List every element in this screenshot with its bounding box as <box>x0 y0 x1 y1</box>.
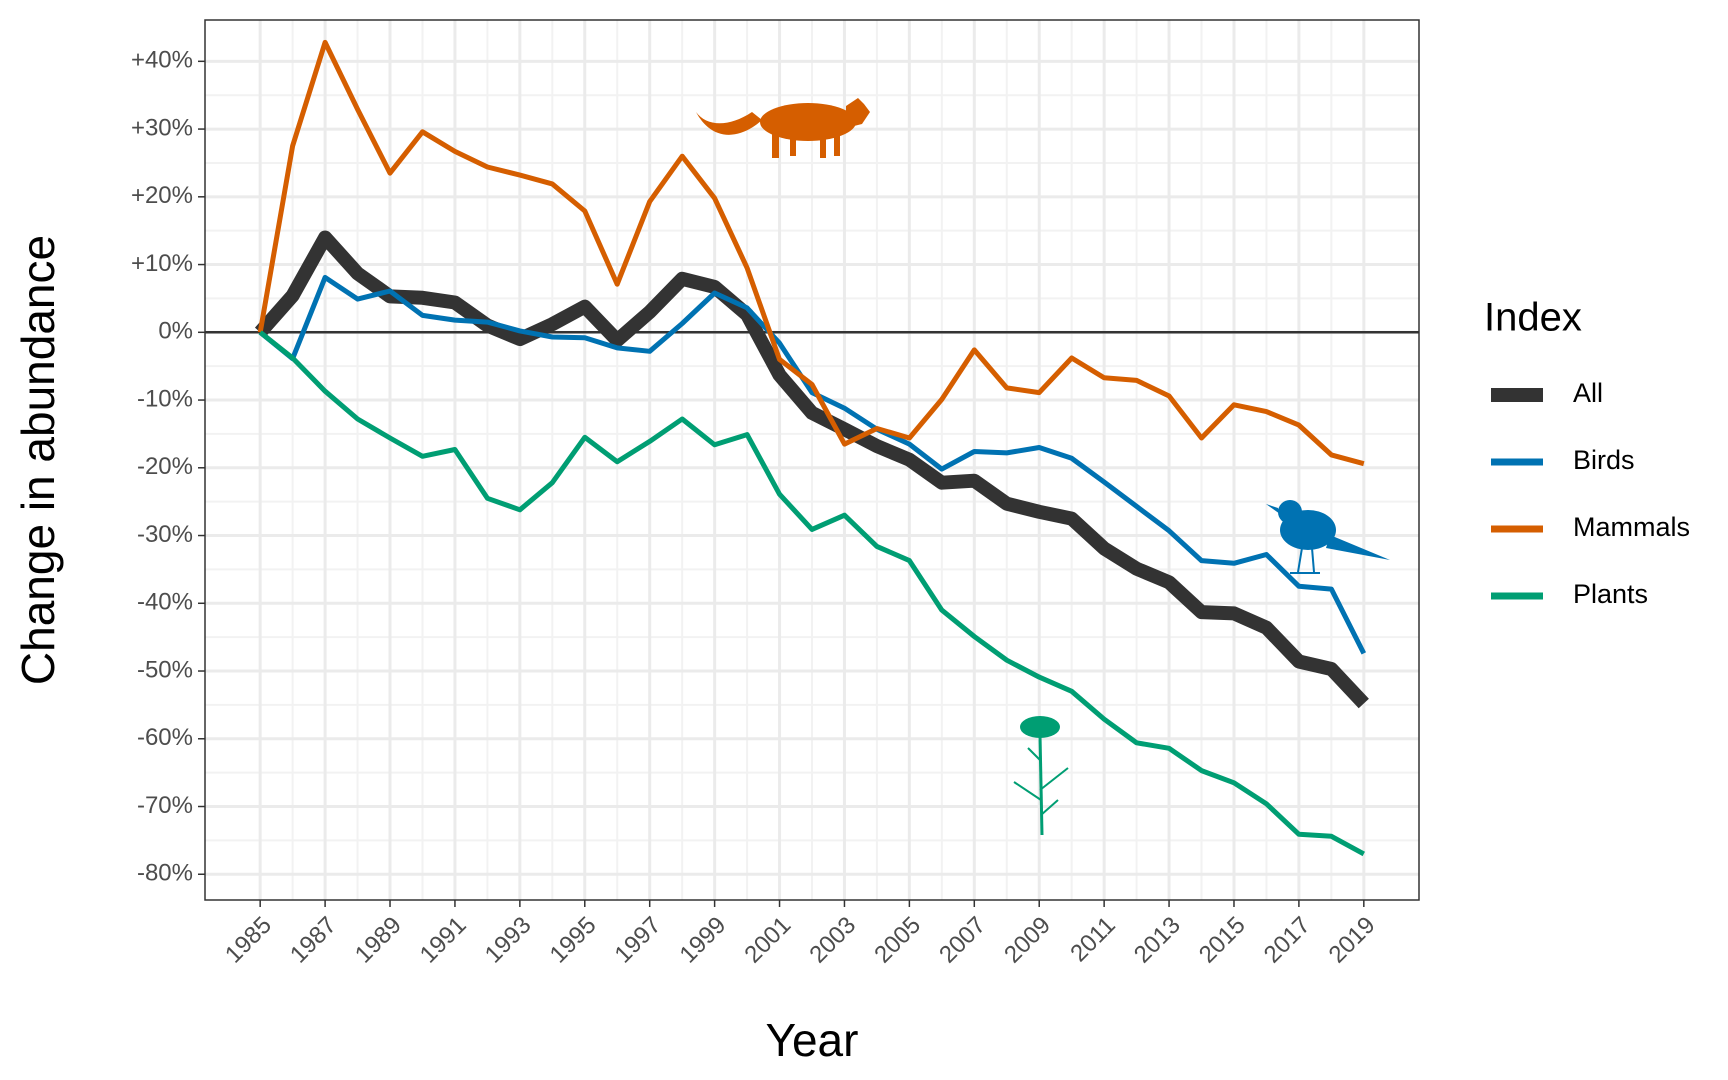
legend-label: Birds <box>1573 445 1635 475</box>
y-tick-label: -10% <box>137 385 193 412</box>
icons <box>696 98 1390 836</box>
series-line <box>258 274 1367 655</box>
y-tick-label: -70% <box>137 792 193 819</box>
y-tick-label: 0% <box>158 318 193 345</box>
series-line <box>254 230 1369 709</box>
series-line <box>257 39 1365 467</box>
axes: +40% +30% +20% +10% 0% -10% -20% -30% -40% -50% -6… <box>131 19 1420 968</box>
series-line <box>258 330 1365 857</box>
lines <box>205 39 1419 857</box>
y-tick-label: +10% <box>131 250 193 277</box>
y-tick-label: +20% <box>131 182 193 209</box>
legend-label: All <box>1573 378 1603 408</box>
legend-label: Plants <box>1573 579 1648 609</box>
y-tick-label: -30% <box>137 521 193 548</box>
y-tick-label: -50% <box>137 656 193 683</box>
panel-border <box>204 19 1420 901</box>
y-tick-label: -80% <box>137 860 193 887</box>
bird-icon <box>1266 500 1390 574</box>
plant-icon <box>1013 716 1069 836</box>
y-tick-label: -20% <box>137 453 193 480</box>
y-tick-label: +30% <box>131 114 193 141</box>
grid <box>205 20 1419 900</box>
y-axis-title: Change in abundance <box>12 235 64 685</box>
y-tick-label: +40% <box>131 47 193 74</box>
mammal-icon <box>696 98 870 158</box>
y-tick-label: -40% <box>137 589 193 616</box>
legend-title: Index <box>1484 296 1582 340</box>
x-axis-title: Year <box>766 1014 859 1066</box>
legend-label: Mammals <box>1573 512 1690 542</box>
legend: All Birds Mammals Plants <box>1491 378 1690 609</box>
y-tick-label: -60% <box>137 724 193 751</box>
